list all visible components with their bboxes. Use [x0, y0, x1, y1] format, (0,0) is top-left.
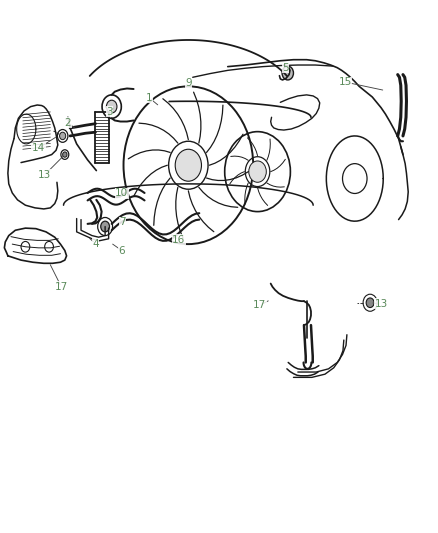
- Text: 15: 15: [339, 77, 352, 87]
- Text: 17: 17: [55, 282, 68, 292]
- Text: 16: 16: [172, 235, 185, 245]
- Circle shape: [60, 132, 66, 140]
- Circle shape: [63, 152, 67, 157]
- Text: 13: 13: [374, 299, 388, 309]
- Circle shape: [249, 161, 266, 182]
- Text: 1: 1: [145, 93, 152, 102]
- Text: 14: 14: [32, 143, 45, 153]
- Text: 7: 7: [119, 217, 126, 227]
- Text: 4: 4: [92, 239, 99, 248]
- Text: 2: 2: [64, 118, 71, 127]
- Circle shape: [106, 100, 117, 113]
- Text: 17: 17: [253, 301, 266, 310]
- Circle shape: [101, 221, 110, 232]
- Text: 5: 5: [282, 63, 289, 72]
- Text: 13: 13: [38, 170, 51, 180]
- Text: 9: 9: [185, 78, 192, 87]
- Circle shape: [175, 149, 201, 181]
- Circle shape: [366, 298, 374, 308]
- Text: 6: 6: [118, 246, 125, 255]
- Text: 3: 3: [106, 107, 113, 117]
- Circle shape: [282, 66, 293, 80]
- Text: 10: 10: [115, 189, 128, 198]
